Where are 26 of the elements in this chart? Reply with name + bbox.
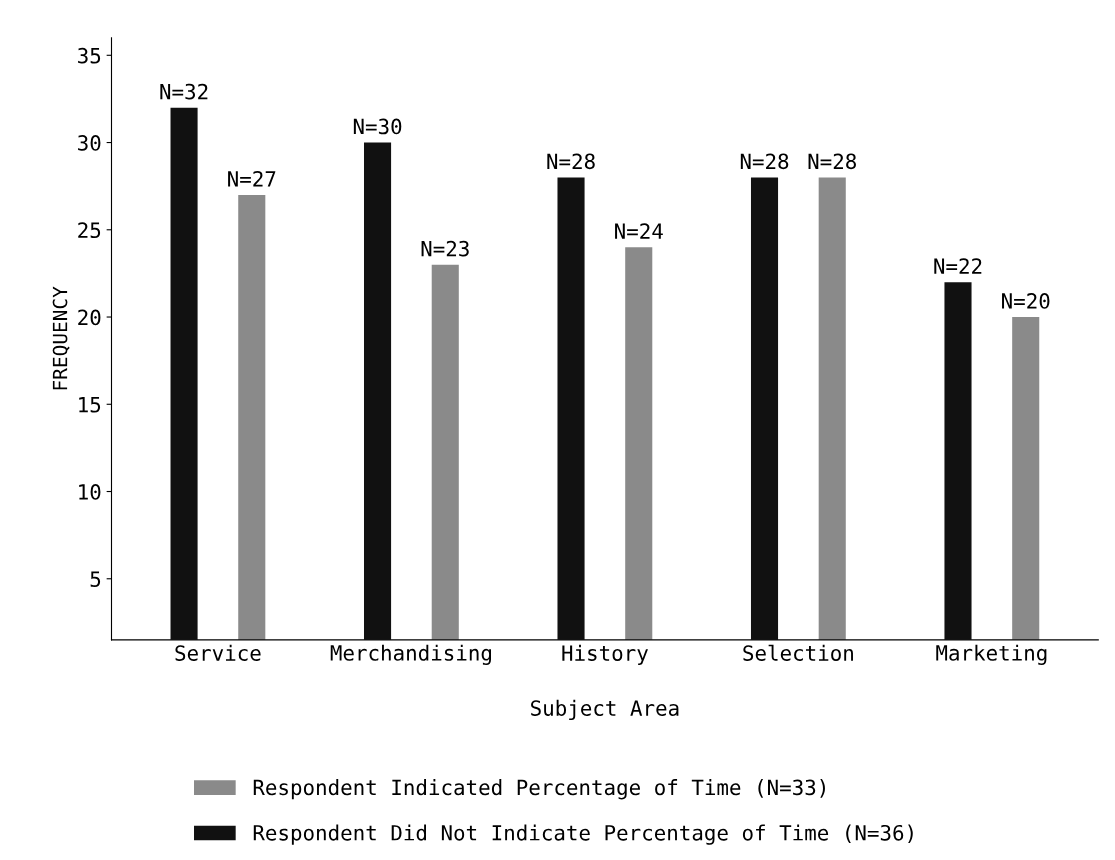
x-axis-title: Subject Area — [531, 699, 679, 720]
legend-label: Respondent Did Not Indicate Percentage of Time (N=36) — [253, 824, 913, 845]
data-label: N=32 — [160, 83, 208, 100]
x-tick-label: Selection — [743, 644, 853, 661]
data-label: N=27 — [228, 170, 276, 187]
y-tick-label: 35 — [78, 47, 101, 64]
y-tick-label: 5 — [90, 571, 101, 588]
data-label: N=28 — [808, 153, 856, 170]
y-tick-label: 20 — [78, 309, 101, 326]
data-label: N=22 — [934, 258, 982, 274]
data-label: N=28 — [547, 153, 595, 170]
y-tick-label: 25 — [78, 222, 101, 239]
data-label: N=24 — [615, 223, 663, 239]
data-label: N=28 — [740, 153, 789, 170]
x-tick-label: History — [562, 644, 648, 665]
data-label: N=23 — [421, 240, 469, 257]
y-tick-label: 15 — [79, 397, 101, 413]
x-tick-label: Merchandising — [330, 644, 491, 666]
y-tick-label: 30 — [78, 135, 101, 151]
y-tick-label: 10 — [79, 484, 101, 500]
legend-label: Respondent Indicated Percentage of Time (N=33) — [253, 779, 825, 800]
data-label: N=20 — [1002, 293, 1050, 309]
x-tick-label: Service — [175, 644, 261, 661]
data-label: N=30 — [353, 118, 402, 135]
y-axis-title: FREQUENCY — [52, 286, 70, 390]
x-tick-label: Marketing — [936, 644, 1047, 666]
